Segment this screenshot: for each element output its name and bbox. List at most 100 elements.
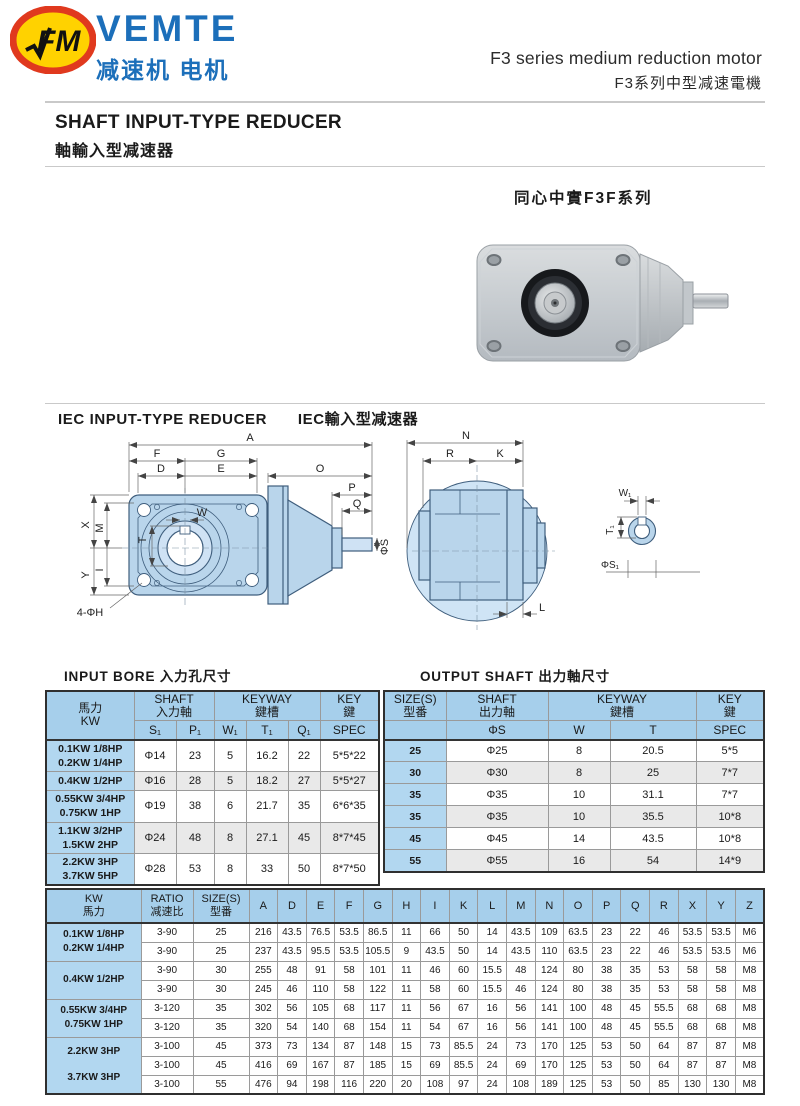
dim-label-T: T — [137, 536, 149, 543]
table-cell: 54 — [609, 849, 697, 873]
table-cell: 73 — [505, 1036, 536, 1057]
table-cell: 101 — [362, 960, 393, 981]
table-cell: 5*5*27 — [319, 771, 380, 792]
table-cell: 23 — [591, 922, 622, 943]
table-cell: 95.5 — [305, 941, 336, 962]
table-cell: Φ35 — [445, 783, 549, 807]
dim-label-phiS1: ΦS₁ — [601, 560, 620, 571]
table-cell: 58 — [706, 979, 736, 1000]
table-cell: 15.5 — [477, 960, 507, 981]
table-cell: 48 — [591, 998, 622, 1019]
table-cell: 5 — [213, 771, 247, 792]
table-cell: 35 — [620, 979, 651, 1000]
logo-swoosh — [25, 27, 52, 61]
table-cell: 53 — [591, 1074, 622, 1095]
brand-name-cn: 减速机 电机 — [96, 57, 230, 83]
table-cell: 20.5 — [609, 739, 697, 763]
brand-name: VEMTE — [96, 8, 239, 49]
table-cell: 76.5 — [305, 922, 336, 943]
dim-label-M: M — [94, 523, 106, 532]
series-caption: 同心中實F3F系列 — [514, 190, 653, 207]
table-header-row: KW 馬力 RATIO 减速比 SIZE(S) 型番 A D E F G H I K … — [45, 888, 765, 924]
table-cell: 3-90 — [140, 941, 194, 962]
dim-label-E: E — [217, 463, 224, 475]
table-cell: 53.5 — [677, 922, 708, 943]
side-view-dimensions — [406, 440, 537, 618]
col-header-power: KW 馬力 — [45, 888, 142, 924]
power-label-cell: 55 — [383, 849, 447, 873]
table-cell: 50 — [620, 1055, 651, 1076]
table-cell: 58 — [677, 960, 708, 981]
table-row: 3-100 55 476 94 198 116 220 20 108 97 24 108 189 125 5… — [46, 1074, 765, 1095]
dim-label-N: N — [462, 430, 470, 442]
table-cell: 53.5 — [334, 922, 364, 943]
table-cell: 60 — [448, 960, 479, 981]
table-cell: 5 — [213, 739, 247, 773]
col-header-E: E — [305, 888, 336, 924]
table-cell: 23 — [591, 941, 622, 962]
table-cell: 6*6*35 — [319, 790, 380, 823]
table-cell: 8*7*50 — [319, 852, 380, 886]
table-cell: 53 — [649, 960, 679, 981]
table-subheader-row: ΦS W T SPEC — [383, 720, 765, 741]
col-header-size: SIZE(S) 型番 — [192, 888, 250, 924]
output-shaft-table: SIZE(S) 型番 SHAFT 出力軸 KEYWAY 鍵槽 KEY 鍵 ΦS W T … — [383, 690, 765, 873]
side-view-labels: N R K L — [446, 430, 545, 614]
table-cell: 11 — [391, 960, 422, 981]
table-cell: 43.5 — [505, 922, 536, 943]
table-cell: 35.5 — [609, 805, 697, 829]
table-cell: 105 — [305, 998, 336, 1019]
shaft-section-drawing — [627, 516, 657, 546]
table-cell: 87 — [677, 1055, 708, 1076]
table-cell: 69 — [505, 1055, 536, 1076]
power-label-cell: 0.4KW 1/2HP — [45, 771, 135, 792]
header-divider — [45, 101, 765, 103]
gearbox-photo-body — [476, 244, 729, 362]
table-cell: 237 — [248, 941, 279, 962]
table-cell: 116 — [334, 1074, 364, 1095]
table-cell: 5*5 — [695, 739, 765, 763]
table-row: 2.2KW 3HP 3.7KW 3HP 3-100 45 373 73 134 87 148 15… — [45, 1036, 765, 1095]
table-cell: 58 — [334, 960, 364, 981]
page-title-cn: 軸輸入型减速器 — [55, 143, 175, 160]
col-header-keyway: KEYWAY 鍵槽 — [547, 690, 697, 722]
table-cell: 45 — [620, 1017, 651, 1038]
iec-heading-en: IEC INPUT-TYPE REDUCER — [58, 411, 268, 428]
col-header-phis: ΦS — [445, 720, 549, 741]
table-cell: 416 — [248, 1055, 279, 1076]
table-cell: 20 — [391, 1074, 422, 1095]
dim-label-T1: T₁ — [605, 525, 616, 535]
table-cell: 110 — [534, 941, 565, 962]
table-cell: 245 — [248, 979, 279, 1000]
table-cell: 43.5 — [277, 941, 307, 962]
table-cell: Φ30 — [445, 761, 549, 785]
table-cell: 33 — [245, 852, 289, 886]
table-cell: M8 — [734, 979, 765, 1000]
table-cell: 141 — [534, 998, 565, 1019]
col-header-spec: SPEC — [319, 720, 380, 741]
input-bore-table: 馬力 KW SHAFT 入力軸 KEYWAY 鍵槽 KEY 鍵 S₁ P₁ W₁ T₁ … — [45, 690, 380, 887]
table-cell: 5*5*22 — [319, 739, 380, 773]
table-cell: 154 — [362, 1017, 393, 1038]
table-cell: 46 — [277, 979, 307, 1000]
table-cell: 46 — [649, 941, 679, 962]
col-header-L: L — [477, 888, 507, 924]
table-row: 0.1KW 1/8HP 0.2KW 1/4HP Φ14 23 5 16.2 22 5*5*22 — [45, 739, 380, 773]
table-cell: 24 — [477, 1036, 507, 1057]
table-cell: 45 — [192, 1055, 250, 1076]
front-view-drawing — [122, 485, 373, 608]
table-row: 3-90 25 237 43.5 95.5 53.5 105.5 9 43.5 50 14 43.5 1… — [46, 941, 765, 962]
table-row: 45 Φ45 14 43.5 10*8 — [383, 827, 765, 851]
table-cell: M8 — [734, 1074, 765, 1095]
dim-label-X: X — [80, 521, 92, 529]
table-cell: 46 — [505, 979, 536, 1000]
table-cell: 15.5 — [477, 979, 507, 1000]
table-cell: 53.5 — [677, 941, 708, 962]
table-cell: 67 — [448, 1017, 479, 1038]
dim-label-G: G — [217, 448, 226, 460]
table-cell: 100 — [563, 1017, 593, 1038]
table-cell: 68 — [334, 998, 364, 1019]
table-cell: 53 — [175, 852, 215, 886]
table-cell: Φ24 — [133, 821, 177, 854]
power-label-cell: 0.55KW 3/4HP 0.75KW 1HP — [45, 790, 135, 823]
